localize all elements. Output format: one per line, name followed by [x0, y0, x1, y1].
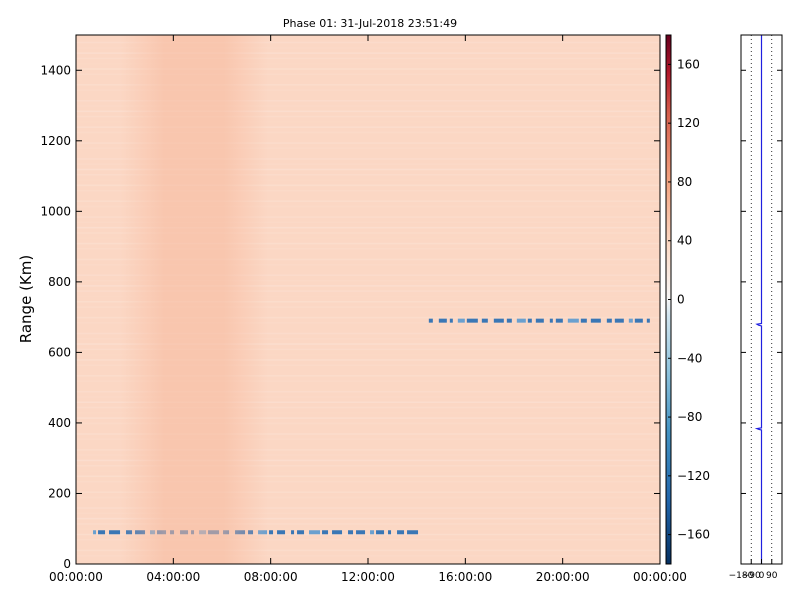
heatmap-band-segment — [550, 319, 553, 323]
heatmap-band-segment — [647, 319, 650, 323]
y-tick-label: 400 — [48, 416, 71, 430]
heatmap-band-segment — [528, 319, 532, 323]
heatmap-area — [76, 35, 660, 564]
colorbar-tick-label: −80 — [677, 410, 702, 424]
phase-profile-grid — [741, 35, 772, 564]
colorbar: 160 120 80 40 0 −40 −80 −120 −160 — [666, 35, 710, 564]
heatmap-band-segment — [591, 319, 601, 323]
phase-profile-x-tick-label: 90 — [766, 571, 778, 581]
colorbar-tick-label: 160 — [677, 57, 700, 71]
x-tick-label: 04:00:00 — [146, 570, 200, 584]
heatmap-band-segment — [467, 319, 478, 323]
y-tick-label: 1400 — [40, 63, 71, 77]
colorbar-tick-label: −160 — [677, 528, 710, 542]
heatmap-tint-region — [120, 35, 268, 564]
x-tick-label: 00:00:00 — [633, 570, 687, 584]
heatmap-band-segment — [356, 530, 365, 534]
colorbar-tick-label: −120 — [677, 469, 710, 483]
colorbar-tick-label: 0 — [677, 293, 685, 307]
heatmap-band-segment — [581, 319, 587, 323]
heatmap-band-segment — [322, 530, 328, 534]
heatmap-band-segment — [397, 530, 404, 534]
heatmap-band-segment — [297, 530, 304, 534]
y-tick-label: 1000 — [40, 204, 71, 218]
y-axis-label: Range (Km) — [17, 255, 35, 343]
colorbar-tick-label: 40 — [677, 234, 692, 248]
x-tick-label: 12:00:00 — [341, 570, 395, 584]
heatmap-band-segment — [376, 530, 384, 534]
heatmap-band-segment — [348, 530, 353, 534]
heatmap-band-segment — [332, 530, 342, 534]
heatmap-band-segment — [277, 530, 285, 534]
x-tick-label: 08:00:00 — [244, 570, 298, 584]
colorbar-ticks: 160 120 80 40 0 −40 −80 −120 −160 — [668, 57, 710, 541]
heatmap-band-segment — [291, 530, 294, 534]
x-tick-label: 00:00:00 — [49, 570, 103, 584]
heatmap-band-segment — [629, 319, 633, 323]
heatmap-band-segment — [109, 530, 120, 534]
heatmap-band-segment — [439, 319, 447, 323]
heatmap-band-segment — [93, 530, 96, 534]
heatmap-band-segment — [388, 530, 391, 534]
heatmap-band-segment — [517, 319, 526, 323]
colorbar-tick-label: −40 — [677, 351, 702, 365]
y-tick-label: 1200 — [40, 134, 71, 148]
heatmap-band-segment — [98, 530, 105, 534]
y-tick-label: 200 — [48, 486, 71, 500]
heatmap-band-segment — [269, 530, 273, 534]
phase-profile-panel: −180−900 90 — [729, 35, 782, 581]
heatmap-band-segment — [556, 319, 563, 323]
heatmap-band-segment — [429, 319, 433, 323]
heatmap-band-segment — [309, 530, 320, 534]
heatmap-band-segment — [370, 530, 374, 534]
heatmap-band-segment — [568, 319, 579, 323]
chart-title: Phase 01: 31-Jul-2018 23:51:49 — [283, 17, 457, 30]
x-tick-label: 20:00:00 — [536, 570, 590, 584]
y-tick-label: 0 — [63, 557, 71, 571]
heatmap-band-segment — [536, 319, 544, 323]
colorbar-tick-label: 80 — [677, 175, 692, 189]
heatmap-band — [429, 319, 650, 323]
y-tick-label: 800 — [48, 275, 71, 289]
heatmap-band-segment — [458, 319, 465, 323]
phase-profile-x-ticks: −180−900 90 — [729, 559, 778, 581]
phase-profile-line — [757, 35, 762, 564]
heatmap-band-segment — [607, 319, 612, 323]
heatmap-band-segment — [450, 319, 453, 323]
heatmap-band-segment — [407, 530, 418, 534]
heatmap-band-segment — [494, 319, 504, 323]
figure: Phase 01: 31-Jul-2018 23:51:49 Range (Km… — [0, 0, 800, 600]
heatmap-band-segment — [507, 319, 512, 323]
heatmap-band-segment — [635, 319, 643, 323]
x-tick-label: 16:00:00 — [438, 570, 492, 584]
heatmap-band-segment — [615, 319, 624, 323]
heatmap-panel: 00:00:00 04:00:00 08:00:00 12:00:00 16:00:00… — [40, 35, 687, 584]
phase-profile-area — [757, 35, 762, 564]
heatmap-band-segment — [482, 319, 488, 323]
y-tick-label: 600 — [48, 345, 71, 359]
phase-profile-x-tick-label: 0 — [759, 571, 765, 581]
colorbar-tick-label: 120 — [677, 116, 700, 130]
